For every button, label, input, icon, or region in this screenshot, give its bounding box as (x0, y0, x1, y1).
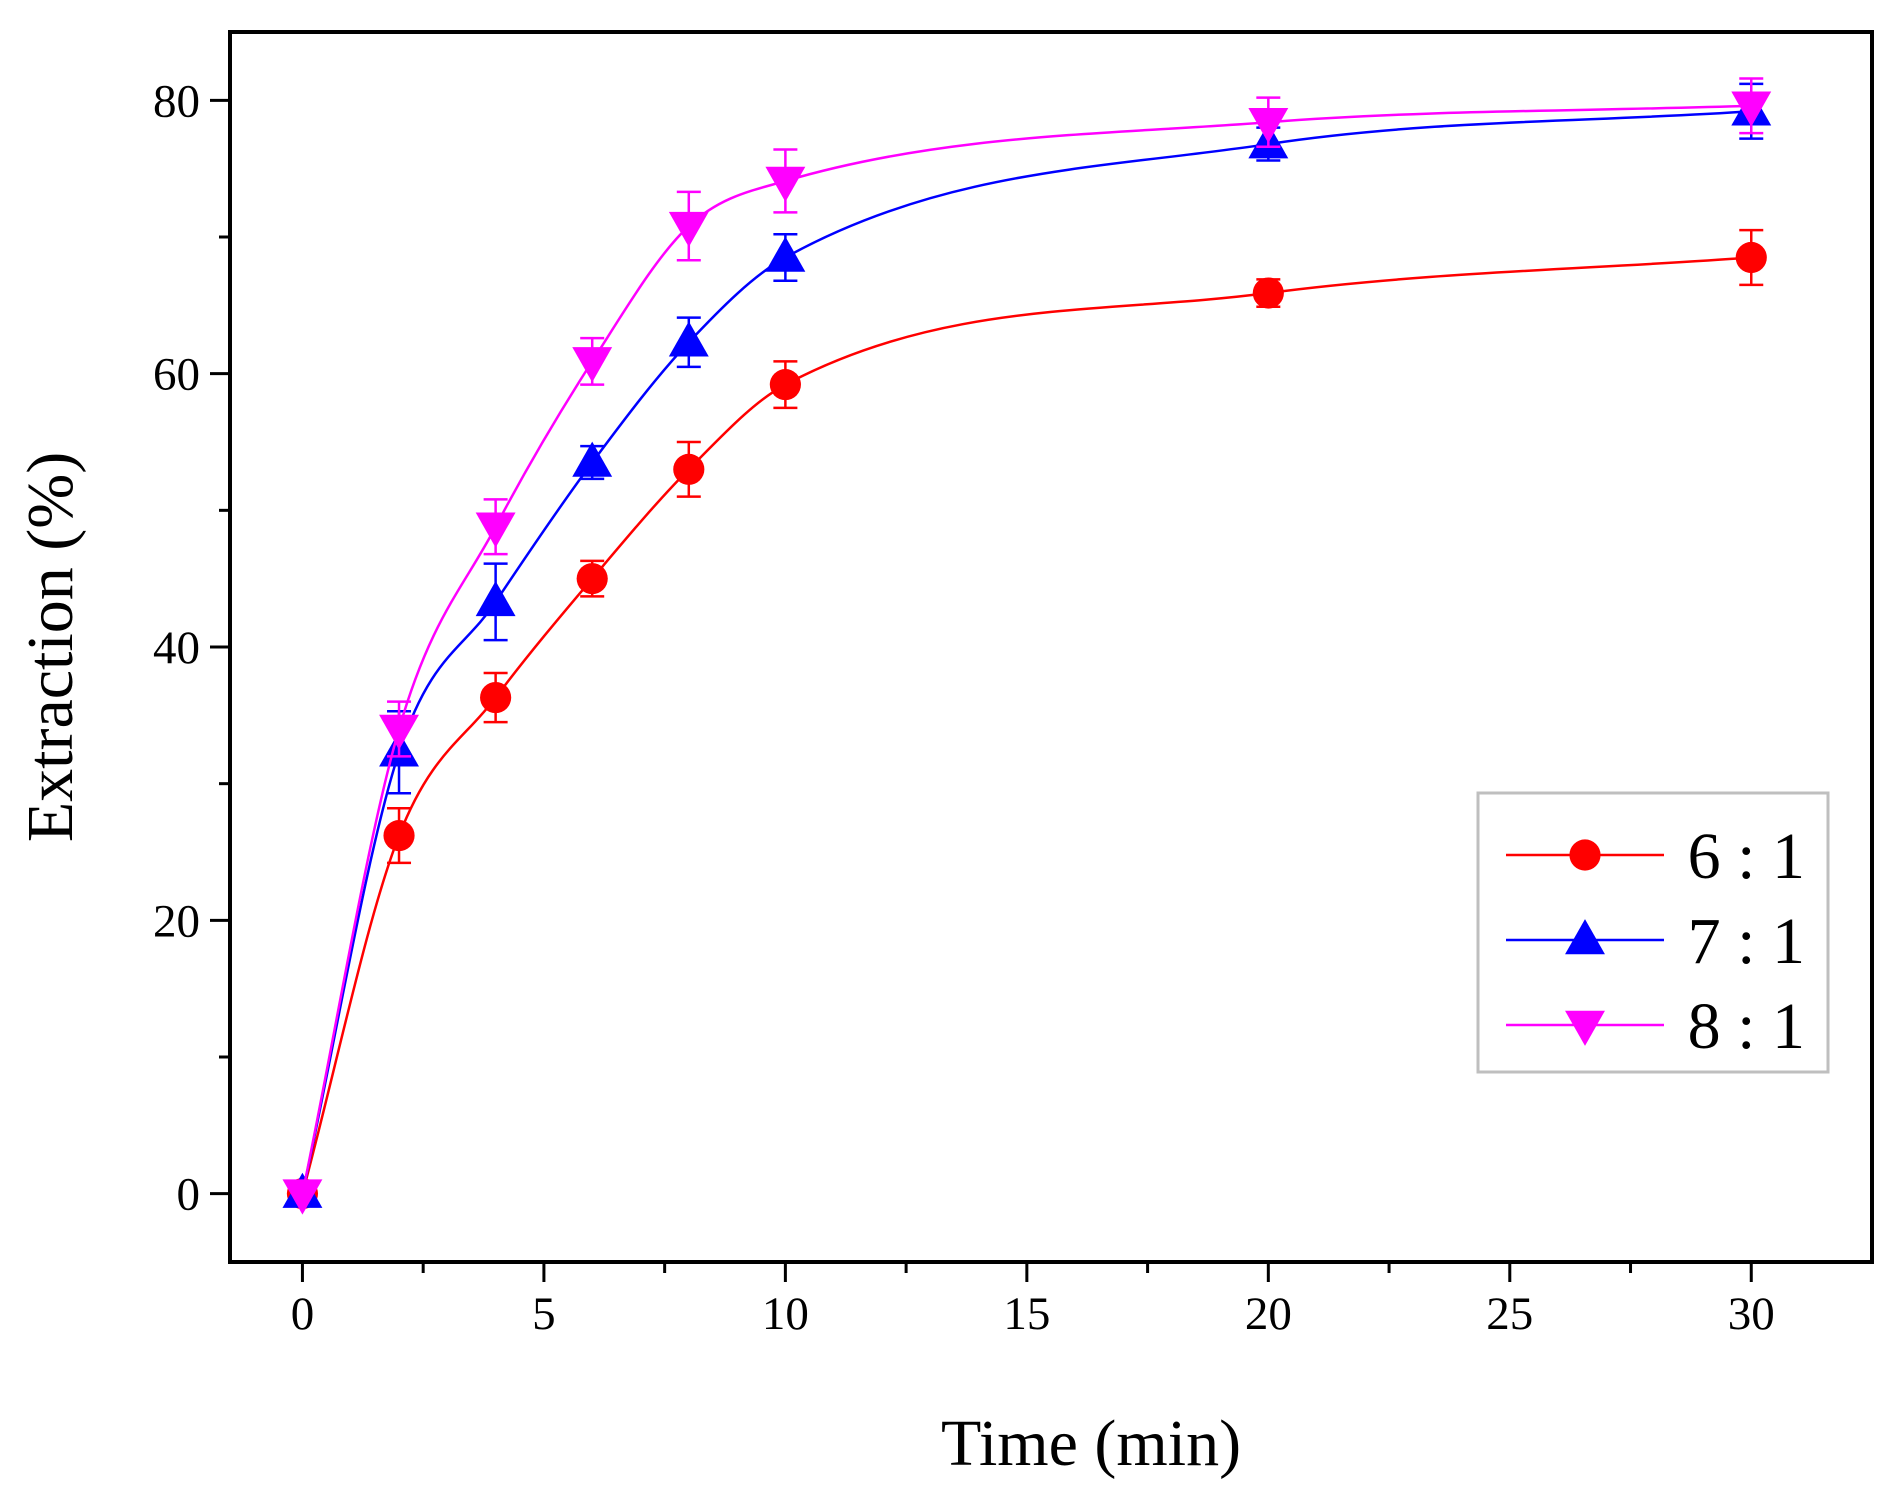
y-tick-label: 40 (153, 622, 200, 674)
data-point (475, 512, 516, 548)
y-axis-title: Extraction (%) (14, 452, 87, 842)
x-tick-label: 10 (762, 1288, 809, 1340)
data-point (383, 820, 415, 852)
legend-marker (1565, 1010, 1605, 1046)
data-point (673, 453, 705, 485)
y-tick-label: 60 (153, 349, 200, 401)
data-point (379, 714, 419, 750)
legend-marker (1565, 919, 1605, 955)
plot-area: 0 5 10 15 20 25 30 0 20 40 60 80 (153, 30, 1874, 1340)
legend-label: 8 : 1 (1688, 990, 1805, 1063)
data-point (480, 681, 512, 714)
x-tick-label: 0 (291, 1288, 315, 1340)
plot-frame (228, 30, 1874, 1264)
legend-marker (1569, 839, 1601, 871)
data-point (1735, 241, 1767, 274)
data-point (1731, 91, 1772, 127)
legend-label: 6 : 1 (1688, 820, 1805, 893)
x-axis-title: Time (min) (941, 1407, 1241, 1480)
x-tick-label: 30 (1728, 1288, 1775, 1340)
data-point (1248, 107, 1289, 144)
y-tick-label: 80 (153, 75, 200, 127)
x-tick-label: 5 (532, 1288, 556, 1340)
data-point (475, 581, 516, 617)
legend-label: 7 : 1 (1688, 905, 1805, 978)
x-tick-label: 20 (1245, 1288, 1292, 1340)
data-point (576, 563, 608, 595)
x-tick-label: 15 (1003, 1288, 1050, 1340)
x-tick-label: 25 (1486, 1288, 1533, 1340)
series-3 (282, 77, 1772, 1215)
data-point (572, 441, 613, 477)
data-point (765, 166, 806, 202)
data-point (668, 321, 709, 357)
data-point (668, 211, 709, 247)
data-point (1252, 277, 1284, 309)
data-point (765, 236, 806, 272)
data-point (769, 369, 801, 401)
y-tick-label: 0 (177, 1169, 201, 1221)
y-tick-label: 20 (153, 895, 200, 947)
legend: 6 : 1 7 : 1 8 : 1 (1476, 791, 1830, 1074)
data-point (282, 1179, 323, 1215)
data-point (572, 347, 613, 383)
